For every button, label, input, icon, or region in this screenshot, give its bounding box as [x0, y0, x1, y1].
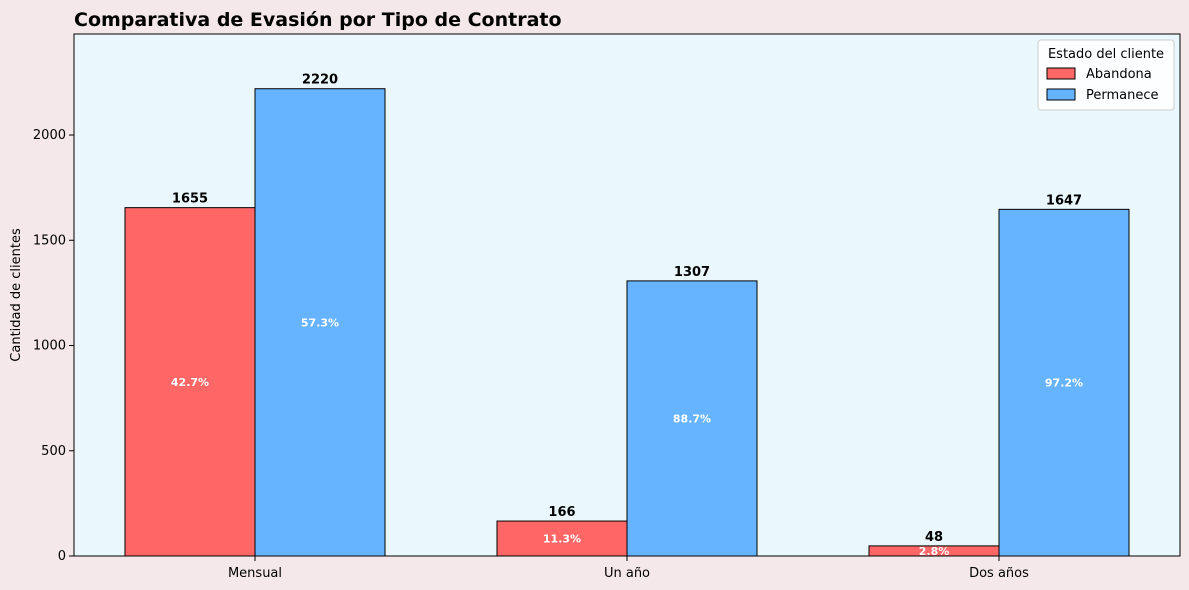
percent-label: 2.8% — [919, 545, 950, 558]
axes-layer: Mensual Un año Dos años 0 500 1000 1500 2000 — [33, 128, 1029, 581]
percent-label: 57.3% — [301, 316, 339, 329]
legend-label-permanece: Permanece — [1086, 88, 1159, 103]
legend-swatch-abandona — [1046, 67, 1076, 80]
bars-layer — [124, 88, 1130, 557]
y-tick-label: 1000 — [33, 339, 66, 354]
y-tick-label: 1500 — [33, 233, 66, 248]
percent-label: 11.3% — [543, 533, 581, 546]
bar-permanece — [254, 88, 386, 557]
value-label: 1655 — [172, 192, 208, 207]
percent-label: 88.7% — [673, 412, 711, 425]
y-axis-label: Cantidad de clientes — [9, 228, 24, 362]
legend-swatch-permanece — [1046, 88, 1076, 101]
percent-label: 97.2% — [1045, 377, 1083, 390]
value-label: 1647 — [1046, 193, 1082, 208]
value-label: 166 — [548, 505, 575, 520]
percent-label: 42.7% — [171, 376, 209, 389]
bar-abandona — [496, 520, 628, 557]
value-label: 48 — [925, 530, 943, 545]
labels-layer: 1655 42.7% 2220 57.3% 166 11.3% 1307 88.7% 482.8… — [171, 73, 1083, 558]
y-tick-label: 500 — [41, 444, 66, 459]
bar-abandona — [124, 207, 256, 557]
legend: Estado del cliente Abandona Permanece — [1037, 39, 1175, 111]
chart-title: Comparativa de Evasión por Tipo de Contr… — [74, 9, 562, 31]
legend-title: Estado del cliente — [1048, 47, 1164, 62]
bar-permanece — [626, 280, 758, 557]
value-label: 1307 — [674, 265, 710, 280]
x-tick-label: Un año — [604, 566, 650, 581]
legend-items: Abandona Permanece — [1046, 67, 1159, 103]
x-tick-label: Mensual — [228, 566, 282, 581]
legend-label-abandona: Abandona — [1086, 67, 1152, 82]
y-tick-label: 2000 — [33, 128, 66, 143]
value-label: 2220 — [302, 73, 338, 88]
y-tick-label: 0 — [58, 549, 66, 564]
x-tick-label: Dos años — [969, 566, 1029, 581]
